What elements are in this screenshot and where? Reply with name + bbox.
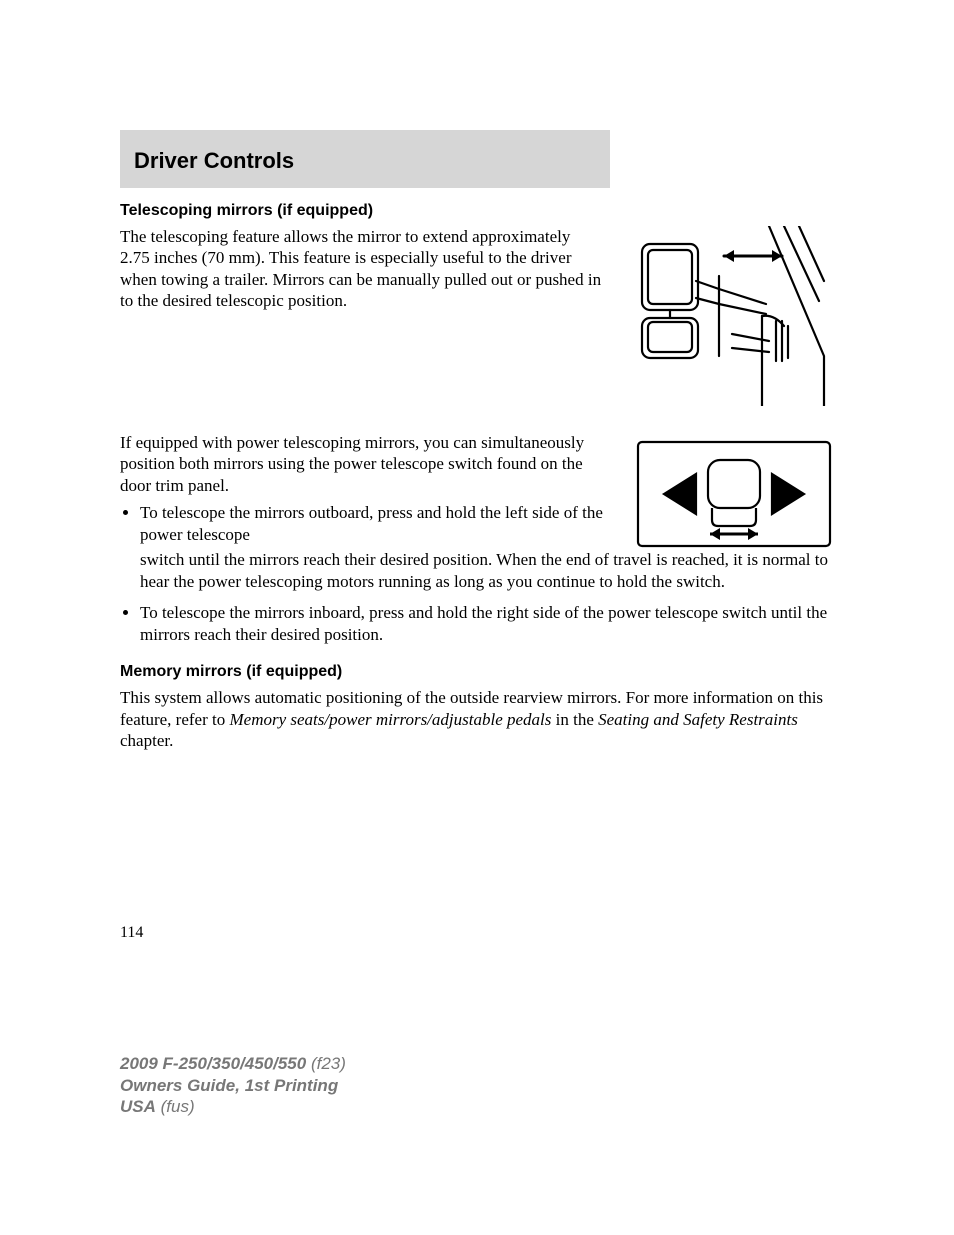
footer-code: (f23) <box>306 1054 346 1073</box>
memory-para-e: chapter. <box>120 731 173 750</box>
section-title: Driver Controls <box>134 148 596 174</box>
switch-illustration <box>634 432 834 550</box>
page-number: 114 <box>120 924 143 942</box>
footer-region-code: (fus) <box>156 1097 195 1116</box>
telescoping-heading: Telescoping mirrors (if equipped) <box>120 202 834 220</box>
section-header-band: Driver Controls <box>120 130 610 188</box>
telescoping-bullet-2: To telescope the mirrors inboard, press … <box>140 602 834 646</box>
telescoping-para-2: If equipped with power telescoping mirro… <box>120 432 614 496</box>
memory-para-d: Seating and Safety Restraints <box>598 710 798 729</box>
telescoping-bullet-1b: switch until the mirrors reach their des… <box>140 549 834 592</box>
footer: 2009 F-250/350/450/550 (f23) Owners Guid… <box>120 1053 346 1117</box>
footer-guide: Owners Guide, 1st Printing <box>120 1075 346 1096</box>
telescoping-row-1: The telescoping feature allows the mirro… <box>120 226 834 406</box>
memory-heading: Memory mirrors (if equipped) <box>120 663 834 681</box>
footer-region: USA <box>120 1097 156 1116</box>
footer-model: 2009 F-250/350/450/550 <box>120 1054 306 1073</box>
telescoping-bullet-1a: To telescope the mirrors outboard, press… <box>140 502 614 546</box>
memory-para: This system allows automatic positioning… <box>120 687 834 751</box>
memory-para-b: Memory seats/power mirrors/adjustable pe… <box>229 710 551 729</box>
telescoping-row-2: If equipped with power telescoping mirro… <box>120 432 834 555</box>
telescoping-para-1: The telescoping feature allows the mirro… <box>120 226 604 311</box>
memory-para-c: in the <box>551 710 598 729</box>
mirror-illustration <box>624 226 834 406</box>
